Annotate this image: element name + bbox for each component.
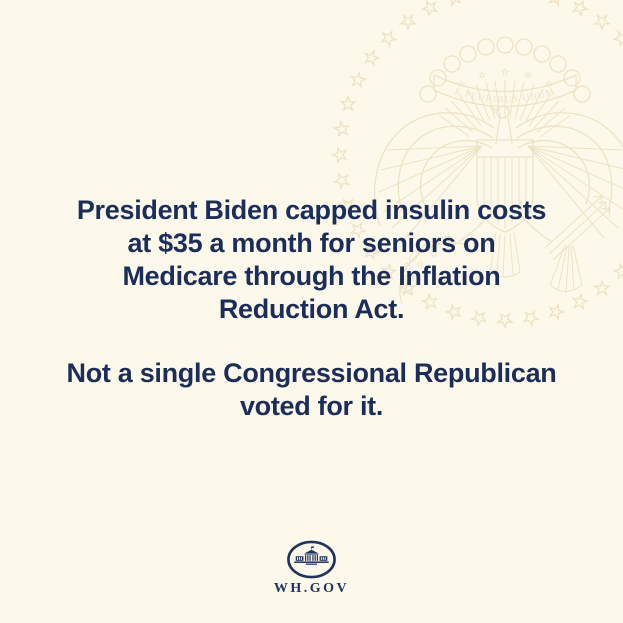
seal-glory-stars (457, 68, 553, 88)
quote-line: voted for it. (239, 391, 384, 421)
quote-line: at $35 a month for seniors on (127, 228, 496, 258)
seal-cloud-arc (419, 36, 591, 103)
quote-block: President Biden capped insulin costs at … (0, 194, 623, 423)
quote-line: President Biden capped insulin costs (76, 195, 547, 225)
quote-line: Reduction Act. (218, 294, 405, 324)
wh-gov-label: WH.GOV (273, 581, 350, 596)
quote-line: Not a single Congressional Republican (66, 358, 557, 388)
seal-glory-rays (438, 80, 572, 138)
quote-line: Medicare through the Inflation (122, 261, 501, 291)
seal-motto-text: E PLURIBUS UNUM (453, 87, 556, 106)
quote-paragraph-2: Not a single Congressional Republican vo… (0, 357, 623, 423)
white-house-logo-icon (287, 540, 336, 579)
quote-paragraph-1: President Biden capped insulin costs at … (0, 194, 623, 326)
seal-motto-banner (433, 74, 577, 108)
